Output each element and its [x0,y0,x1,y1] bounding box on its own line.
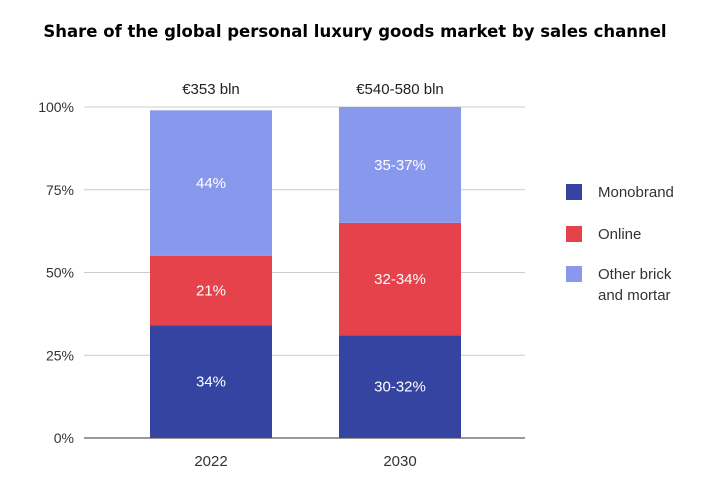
bars [150,107,461,438]
legend-swatch [566,266,582,282]
legend-swatch [566,226,582,242]
y-tick-label: 75% [46,182,74,198]
y-tick-label: 100% [38,99,74,115]
data-label: 34% [196,374,226,391]
bar-segment-monobrand-2030 [339,335,461,438]
bar-segment-other-brick-and-mortar-2022 [150,110,272,256]
legend-swatch [566,184,582,200]
y-tick-label: 0% [54,430,74,446]
y-tick-label: 50% [46,265,74,281]
bar-segment-monobrand-2022 [150,325,272,438]
y-axis: 0% 25% 50% 75% 100% [38,99,74,446]
x-tick-label: 2030 [383,453,416,470]
data-label: 32-34% [374,271,426,288]
bar-segment-online-2030 [339,222,461,336]
bar-segment-other-brick-and-mortar-2030 [339,107,461,223]
chart-title: Share of the global personal luxury good… [43,22,667,41]
x-tick-label: 2022 [194,453,227,470]
legend-entry: Online [598,226,641,243]
legend-entry: Monobrand [598,184,674,201]
legend-entry: Other brick and mortar [598,266,672,304]
data-label: 35-37% [374,157,426,174]
data-label: 30-32% [374,379,426,396]
labels: 34% 21% 44% €353 bln 2022 30-32% 32-34% 35-37% €… [182,81,444,470]
total-label: €353 bln [182,81,240,98]
data-label: 44% [196,175,226,192]
total-label: €540-580 bln [356,81,444,98]
data-label: 21% [196,283,226,300]
legend: Monobrand Online Other brick and mortar [566,184,674,304]
bar-segment-online-2022 [150,255,272,326]
y-tick-label: 25% [46,347,74,363]
